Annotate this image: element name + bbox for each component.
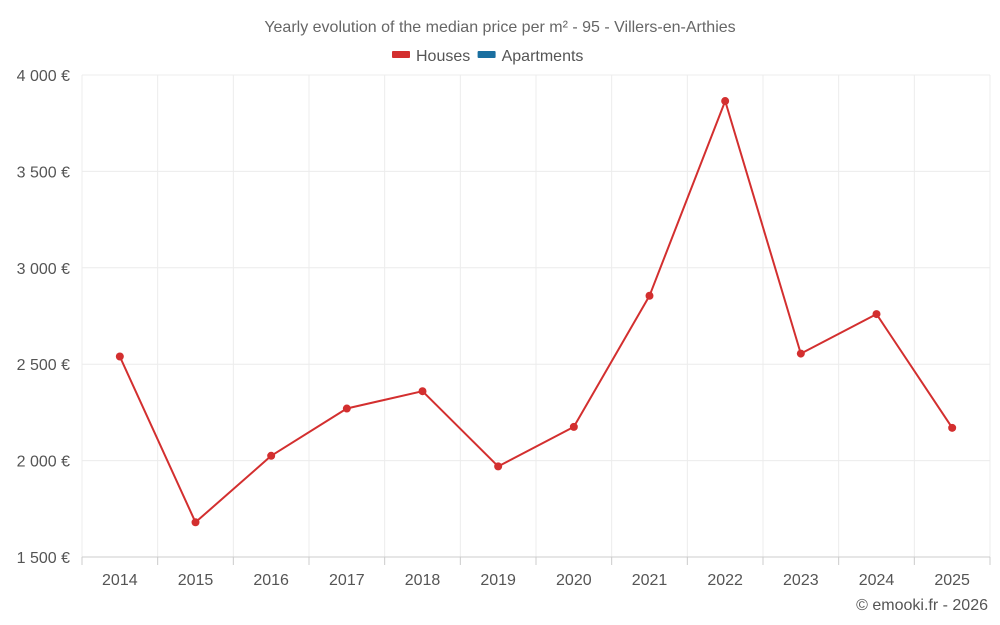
legend-label-apartments: Apartments: [502, 48, 584, 65]
x-tick-label: 2014: [102, 572, 138, 589]
x-tick-label: 2019: [480, 572, 516, 589]
legend-label-houses: Houses: [416, 48, 470, 65]
series-line-houses: [118, 100, 954, 524]
legend-swatch-apartments: [477, 51, 496, 58]
x-tick-label: 2016: [253, 572, 289, 589]
data-point-houses-2018: [418, 387, 427, 396]
data-point-houses-2020: [569, 422, 578, 431]
y-tick-label: 2 000 €: [17, 454, 70, 471]
credit-text: © emooki.fr - 2026: [856, 597, 988, 614]
x-tick-label: 2017: [329, 572, 365, 589]
x-tick-label: 2025: [934, 572, 970, 589]
x-tick-label: 2023: [783, 572, 819, 589]
data-point-houses-2014: [115, 352, 124, 361]
data-point-houses-2021: [645, 291, 654, 300]
x-axis: 2014 2015 2016 2017 2018 2019 2020 2021 2022 2023…: [81, 556, 991, 589]
y-tick-label: 2 500 €: [17, 357, 70, 374]
y-tick-label: 3 500 €: [17, 164, 70, 181]
x-tick-label: 2024: [859, 572, 895, 589]
legend-swatch-houses: [392, 51, 410, 58]
data-point-houses-2025: [948, 423, 957, 432]
y-tick-label: 4 000 €: [17, 68, 70, 85]
chart-title: Yearly evolution of the median price per…: [264, 19, 735, 36]
y-axis: 1 500 € 2 000 € 2 500 € 3 000 € 3 500 € 4 000…: [17, 68, 70, 567]
data-point-houses-2022: [721, 97, 730, 106]
data-point-houses-2023: [796, 349, 805, 358]
x-tick-label: 2020: [556, 572, 592, 589]
data-point-houses-2019: [494, 462, 503, 471]
series-layer: [115, 97, 957, 527]
data-point-houses-2017: [342, 404, 351, 413]
legend: Houses Apartments: [392, 48, 583, 65]
x-tick-label: 2021: [632, 572, 668, 589]
data-point-houses-2024: [872, 310, 881, 319]
x-tick-label: 2022: [707, 572, 743, 589]
data-point-houses-2015: [191, 518, 200, 527]
grid-lines: [81, 74, 991, 557]
y-tick-label: 1 500 €: [17, 550, 70, 567]
data-point-houses-2016: [267, 451, 276, 460]
x-tick-label: 2018: [405, 572, 441, 589]
y-tick-label: 3 000 €: [17, 261, 70, 278]
x-tick-label: 2015: [178, 572, 214, 589]
